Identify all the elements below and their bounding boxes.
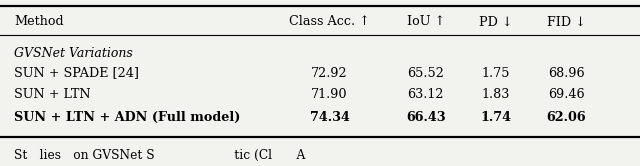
Text: GVSNet Variations: GVSNet Variations	[14, 47, 133, 60]
Text: PD ↓: PD ↓	[479, 15, 513, 28]
Text: 68.96: 68.96	[548, 67, 585, 80]
Text: 72.92: 72.92	[311, 67, 348, 80]
Text: SUN + LTN + ADN (Full model): SUN + LTN + ADN (Full model)	[14, 111, 241, 124]
Text: 1.83: 1.83	[482, 88, 510, 101]
Text: Class Acc. ↑: Class Acc. ↑	[289, 15, 370, 28]
Text: Method: Method	[14, 15, 64, 28]
Text: 65.52: 65.52	[407, 67, 444, 80]
Text: St  lies  on GVSNet S             tic (Cl    A: St lies on GVSNet S tic (Cl A	[14, 149, 305, 162]
Text: 1.74: 1.74	[481, 111, 511, 124]
Text: SUN + SPADE [24]: SUN + SPADE [24]	[14, 67, 139, 80]
Text: 66.43: 66.43	[406, 111, 445, 124]
Text: 71.90: 71.90	[311, 88, 348, 101]
Text: IoU ↑: IoU ↑	[406, 15, 445, 28]
Text: FID ↓: FID ↓	[547, 15, 586, 28]
Text: 69.46: 69.46	[548, 88, 585, 101]
Text: 1.75: 1.75	[482, 67, 510, 80]
Text: 63.12: 63.12	[407, 88, 444, 101]
Text: 62.06: 62.06	[547, 111, 586, 124]
Text: 74.34: 74.34	[310, 111, 349, 124]
Text: SUN + LTN: SUN + LTN	[14, 88, 91, 101]
